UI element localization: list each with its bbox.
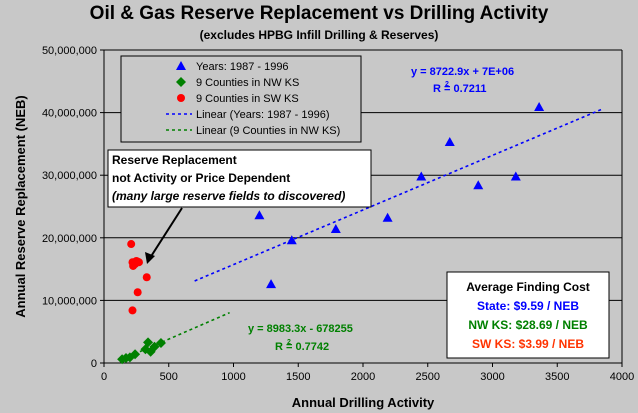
data-point (330, 224, 341, 234)
data-point (444, 137, 455, 147)
y-tick-label: 30,000,000 (42, 170, 97, 182)
r2-superscript: 2 (287, 339, 291, 346)
annotation-line: not Activity or Price Dependent (112, 171, 290, 185)
data-point (142, 273, 151, 282)
data-point (510, 171, 521, 181)
finding-cost-row: State: $9.59 / NEB (477, 299, 579, 313)
r2-superscript: 2 (445, 81, 449, 88)
x-tick-label: 2500 (416, 371, 440, 383)
x-tick-label: 2000 (351, 371, 375, 383)
annotation-line: Reserve Replacement (112, 153, 237, 167)
data-point (134, 258, 143, 267)
legend-entry: Linear (9 Counties in NW KS) (196, 125, 340, 137)
x-tick-label: 0 (101, 371, 107, 383)
data-point (266, 279, 277, 289)
data-point (149, 341, 160, 352)
trendline (194, 108, 603, 282)
x-tick-label: 500 (160, 371, 178, 383)
r2-years: R = 0.7211 (433, 83, 487, 95)
legend-marker (176, 77, 186, 87)
y-tick-label: 40,000,000 (42, 108, 97, 120)
equation-years: y = 8722.9x + 7E+06 (411, 66, 514, 78)
y-axis-label: Annual Reserve Replacement (NEB) (13, 95, 28, 318)
annotation-arrowhead (145, 252, 155, 264)
r2-nw: R = 0.7742 (275, 341, 329, 353)
data-point (130, 349, 141, 360)
data-point (128, 306, 137, 315)
x-tick-label: 1500 (286, 371, 310, 383)
legend-entry: Years: 1987 - 1996 (196, 61, 289, 73)
annotation-arrow (149, 207, 183, 259)
finding-cost-row: NW KS: $28.69 / NEB (468, 318, 588, 332)
x-tick-label: 1000 (221, 371, 245, 383)
finding-cost-row: SW KS: $3.99 / NEB (472, 337, 584, 351)
finding-cost-box (446, 271, 610, 359)
data-point (534, 101, 545, 111)
annotation-box (107, 149, 372, 208)
data-point (155, 337, 166, 348)
chart-title: Oil & Gas Reserve Replacement vs Drillin… (89, 3, 549, 24)
data-point (133, 288, 142, 297)
y-tick-label: 50,000,000 (42, 45, 97, 57)
y-tick-label: 20,000,000 (42, 233, 97, 245)
legend-entry: 9 Counties in NW KS (196, 77, 299, 89)
annotation-line: (many large reserve fields to discovered… (112, 189, 345, 203)
x-axis-label: Annual Drilling Activity (292, 395, 435, 410)
data-point (286, 235, 297, 245)
finding-cost-title: Average Finding Cost (466, 280, 590, 294)
legend-entry: Linear (Years: 1987 - 1996) (196, 109, 330, 121)
y-tick-label: 10,000,000 (42, 295, 97, 307)
data-point (416, 171, 427, 181)
x-tick-label: 4000 (610, 371, 634, 383)
data-point (127, 240, 136, 249)
y-tick-label: 0 (91, 358, 97, 370)
legend-marker (177, 94, 185, 102)
legend-box (120, 55, 362, 143)
data-point (143, 337, 154, 348)
trendline (123, 311, 230, 360)
chart-subtitle: (excludes HPBG Infill Drilling & Reserve… (199, 28, 439, 42)
data-point (254, 210, 265, 220)
legend-marker (176, 61, 186, 70)
equation-nw: y = 8983.3x - 678255 (248, 323, 353, 335)
data-point (473, 180, 484, 190)
x-tick-label: 3500 (545, 371, 569, 383)
legend-entry: 9 Counties in SW KS (196, 93, 299, 105)
data-point (382, 212, 393, 222)
x-tick-label: 3000 (480, 371, 504, 383)
